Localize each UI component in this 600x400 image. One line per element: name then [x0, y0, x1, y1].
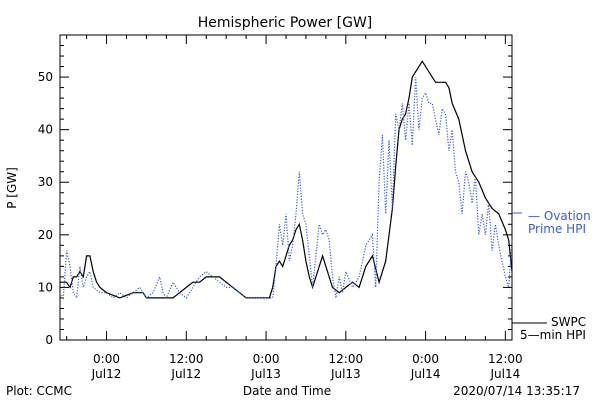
series-swpc-line	[60, 60, 513, 299]
y-axis-label: P [GW]	[5, 167, 19, 209]
y-tick-label: 10	[38, 280, 53, 294]
footer-timestamp: 2020/07/14 13:35:17	[453, 384, 580, 398]
x-tick-label-time: 12:00	[488, 352, 523, 366]
series-ovation-line	[59, 77, 513, 300]
legend-ovation-line2: Prime HPI	[528, 222, 586, 236]
x-tick-label-time: 12:00	[169, 352, 204, 366]
x-tick-label-date: Jul14	[410, 367, 441, 381]
footer-credit: Plot: CCMC	[6, 384, 72, 398]
legend-swpc-line1: SWPC	[551, 315, 586, 329]
y-tick-label: 0	[45, 333, 53, 347]
y-tick-label: 30	[38, 175, 53, 189]
chart-title: Hemispheric Power [GW]	[198, 15, 373, 31]
x-tick-label-time: 0:00	[253, 352, 280, 366]
x-tick-label-time: 0:00	[93, 352, 120, 366]
x-tick-label-date: Jul13	[250, 367, 281, 381]
x-tick-label-date: Jul12	[91, 367, 122, 381]
x-axis-label: Date and Time	[243, 384, 331, 398]
x-tick-label-date: Jul12	[170, 367, 201, 381]
y-tick-label: 20	[38, 228, 53, 242]
x-tick-label-time: 0:00	[412, 352, 439, 366]
x-tick-label-date: Jul14	[489, 367, 520, 381]
legend-ovation-line1: — Ovation	[528, 209, 591, 223]
y-tick-label: 50	[38, 70, 53, 84]
y-tick-label: 40	[38, 123, 53, 137]
x-tick-label-time: 12:00	[329, 352, 364, 366]
x-tick-label-date: Jul13	[330, 367, 361, 381]
legend-swpc-line2: 5—min HPI	[520, 328, 586, 342]
